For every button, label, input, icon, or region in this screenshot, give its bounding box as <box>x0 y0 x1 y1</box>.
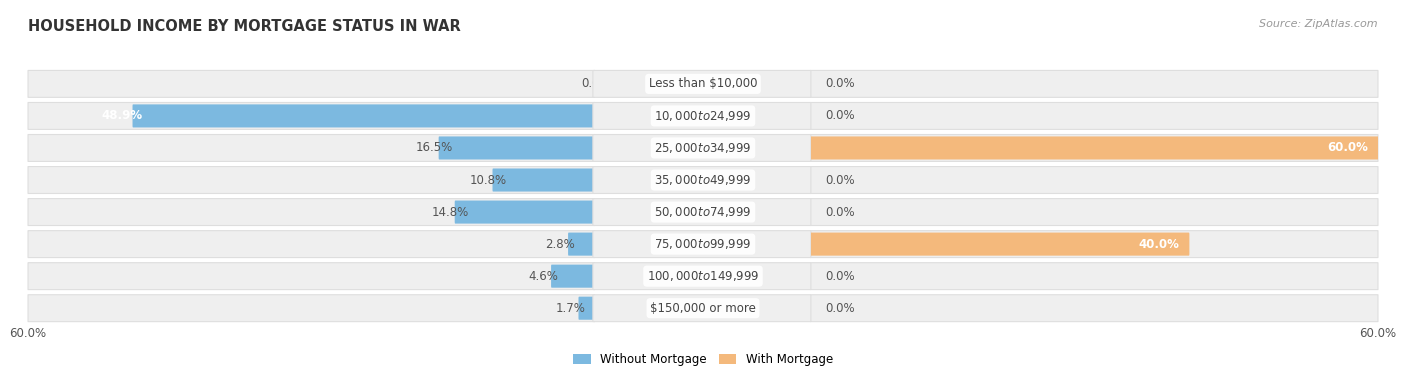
FancyBboxPatch shape <box>811 135 1378 161</box>
Text: 0.0%: 0.0% <box>825 77 855 90</box>
FancyBboxPatch shape <box>811 231 1378 257</box>
Text: Source: ZipAtlas.com: Source: ZipAtlas.com <box>1260 19 1378 29</box>
Text: 2.8%: 2.8% <box>546 238 575 251</box>
Text: 48.9%: 48.9% <box>101 109 142 123</box>
FancyBboxPatch shape <box>811 167 1378 193</box>
Text: 0.0%: 0.0% <box>825 173 855 187</box>
FancyBboxPatch shape <box>593 263 813 290</box>
FancyBboxPatch shape <box>28 103 595 129</box>
FancyBboxPatch shape <box>28 167 595 193</box>
FancyBboxPatch shape <box>811 199 1378 225</box>
Text: $25,000 to $34,999: $25,000 to $34,999 <box>654 141 752 155</box>
Text: 60.0%: 60.0% <box>1327 141 1368 155</box>
Text: $100,000 to $149,999: $100,000 to $149,999 <box>647 269 759 283</box>
FancyBboxPatch shape <box>810 233 1189 256</box>
Text: $150,000 or more: $150,000 or more <box>650 302 756 315</box>
Text: 14.8%: 14.8% <box>432 205 468 219</box>
FancyBboxPatch shape <box>593 231 813 257</box>
Text: 10.8%: 10.8% <box>470 173 506 187</box>
FancyBboxPatch shape <box>568 233 596 256</box>
Text: $75,000 to $99,999: $75,000 to $99,999 <box>654 237 752 251</box>
FancyBboxPatch shape <box>593 295 813 322</box>
FancyBboxPatch shape <box>593 135 813 161</box>
FancyBboxPatch shape <box>132 104 596 127</box>
Text: 0.0%: 0.0% <box>581 77 610 90</box>
FancyBboxPatch shape <box>28 135 595 161</box>
FancyBboxPatch shape <box>28 70 595 97</box>
Text: 1.7%: 1.7% <box>555 302 585 315</box>
FancyBboxPatch shape <box>454 201 596 224</box>
Text: 16.5%: 16.5% <box>416 141 453 155</box>
FancyBboxPatch shape <box>811 70 1378 97</box>
FancyBboxPatch shape <box>439 136 596 159</box>
FancyBboxPatch shape <box>593 199 813 225</box>
FancyBboxPatch shape <box>811 103 1378 129</box>
Text: Less than $10,000: Less than $10,000 <box>648 77 758 90</box>
FancyBboxPatch shape <box>492 169 596 192</box>
Text: $10,000 to $24,999: $10,000 to $24,999 <box>654 109 752 123</box>
FancyBboxPatch shape <box>593 103 813 129</box>
FancyBboxPatch shape <box>810 136 1378 159</box>
FancyBboxPatch shape <box>28 295 595 322</box>
FancyBboxPatch shape <box>551 265 596 288</box>
Text: $50,000 to $74,999: $50,000 to $74,999 <box>654 205 752 219</box>
Text: 0.0%: 0.0% <box>825 270 855 283</box>
Text: 0.0%: 0.0% <box>825 302 855 315</box>
FancyBboxPatch shape <box>578 297 596 320</box>
Legend: Without Mortgage, With Mortgage: Without Mortgage, With Mortgage <box>568 349 838 371</box>
FancyBboxPatch shape <box>593 70 813 97</box>
FancyBboxPatch shape <box>28 231 595 257</box>
Text: HOUSEHOLD INCOME BY MORTGAGE STATUS IN WAR: HOUSEHOLD INCOME BY MORTGAGE STATUS IN W… <box>28 19 461 34</box>
Text: 40.0%: 40.0% <box>1139 238 1180 251</box>
FancyBboxPatch shape <box>811 295 1378 322</box>
FancyBboxPatch shape <box>593 167 813 193</box>
Text: 0.0%: 0.0% <box>825 109 855 123</box>
FancyBboxPatch shape <box>28 263 595 290</box>
FancyBboxPatch shape <box>811 263 1378 290</box>
FancyBboxPatch shape <box>28 199 595 225</box>
Text: 0.0%: 0.0% <box>825 205 855 219</box>
Text: $35,000 to $49,999: $35,000 to $49,999 <box>654 173 752 187</box>
Text: 4.6%: 4.6% <box>527 270 558 283</box>
